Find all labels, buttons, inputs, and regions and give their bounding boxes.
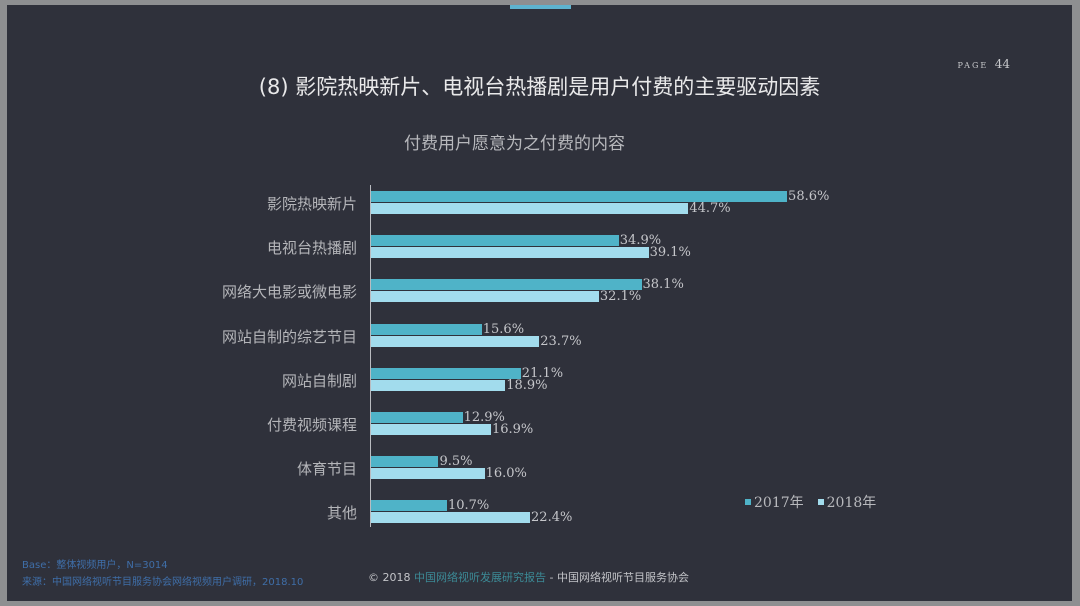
bar-2018 xyxy=(371,335,540,347)
base-note: Base：整体视频用户，N=3014 xyxy=(22,560,168,571)
bar-2017 xyxy=(371,323,482,335)
copyright-report-name: 中国网络视听发展研究报告 xyxy=(414,571,546,584)
bar-2017 xyxy=(371,367,521,379)
category-label-text: 网络大电影或微电影 xyxy=(221,283,357,302)
bar-2018 xyxy=(371,379,506,391)
category-label-text: 付费视频课程 xyxy=(266,416,357,434)
bar-2017 xyxy=(371,412,463,423)
value-label-2018: 23.7% xyxy=(540,333,582,349)
category-label-text: 电视台热播剧 xyxy=(266,239,357,258)
value-label-2017: 12.9% xyxy=(463,410,505,425)
category-axis-line xyxy=(370,185,371,527)
copyright-footer: © 2018 中国网络视听发展研究报告 - 中国网络视听节目服务协会 xyxy=(368,569,689,585)
value-label-2018: 16.9% xyxy=(491,422,534,437)
category-label-text: 影院热映新片 xyxy=(266,195,357,213)
source-note: 来源：中国网络视听节目服务协会网络视频用户调研，2018.10 xyxy=(22,577,304,588)
value-label-2017: 38.1% xyxy=(642,277,684,293)
bar-2017 xyxy=(371,500,447,512)
bar-2018 xyxy=(371,203,689,214)
legend-label-2018: 2018年 xyxy=(826,495,877,511)
bar-2018 xyxy=(371,247,649,259)
bar-2018 xyxy=(371,291,599,303)
page-indicator: PAGE 44 xyxy=(958,57,1010,71)
slide-title: (8) 影院热映新片、电视台热播剧是用户付费的主要驱动因素 xyxy=(258,75,821,99)
category-label-text: 其他 xyxy=(326,504,357,523)
bar-2018 xyxy=(371,512,531,524)
chart-title: 付费用户愿意为之付费的内容 xyxy=(404,134,625,154)
value-label-2017: 9.5% xyxy=(439,454,473,470)
value-label-2018: 32.1% xyxy=(599,289,642,305)
copyright-org: - 中国网络视听节目服务协会 xyxy=(546,571,689,584)
value-label-2017: 34.9% xyxy=(619,233,662,249)
slide-top-accent xyxy=(510,5,571,9)
category-label-text: 网站自制剧 xyxy=(281,371,357,390)
value-label-2017: 10.7% xyxy=(447,498,490,514)
chart-legend: 2017年 2018年 xyxy=(745,492,876,512)
page-number: 44 xyxy=(994,57,1010,71)
value-label-2018: 18.9% xyxy=(506,377,548,393)
bar-2017 xyxy=(371,235,619,247)
category-label-text: 体育节目 xyxy=(296,460,357,479)
bar-2018 xyxy=(371,424,491,435)
legend-swatch-2017 xyxy=(745,499,751,505)
legend-label-2017: 2017年 xyxy=(754,495,804,511)
value-label-2018: 39.1% xyxy=(649,245,691,261)
legend-swatch-2018 xyxy=(817,499,824,505)
value-label-2018: 44.7% xyxy=(689,201,731,216)
copyright-year: © 2018 xyxy=(368,571,411,584)
value-label-2018: 22.4% xyxy=(531,510,573,526)
value-label-2017: 58.6% xyxy=(788,189,830,204)
bar-2017 xyxy=(371,279,642,291)
bar-2017 xyxy=(371,456,439,468)
bar-2018 xyxy=(371,468,485,480)
value-label-2017: 15.6% xyxy=(482,321,525,337)
page-label: PAGE xyxy=(957,61,989,70)
value-label-2018: 16.0% xyxy=(485,466,527,482)
slide: PAGE 44 (8) 影院热映新片、电视台热播剧是用户付费的主要驱动因素 付费… xyxy=(7,5,1072,601)
bar-2017 xyxy=(371,191,788,202)
value-label-2017: 21.1% xyxy=(521,365,564,381)
category-label-text: 网站自制的综艺节目 xyxy=(221,327,357,346)
